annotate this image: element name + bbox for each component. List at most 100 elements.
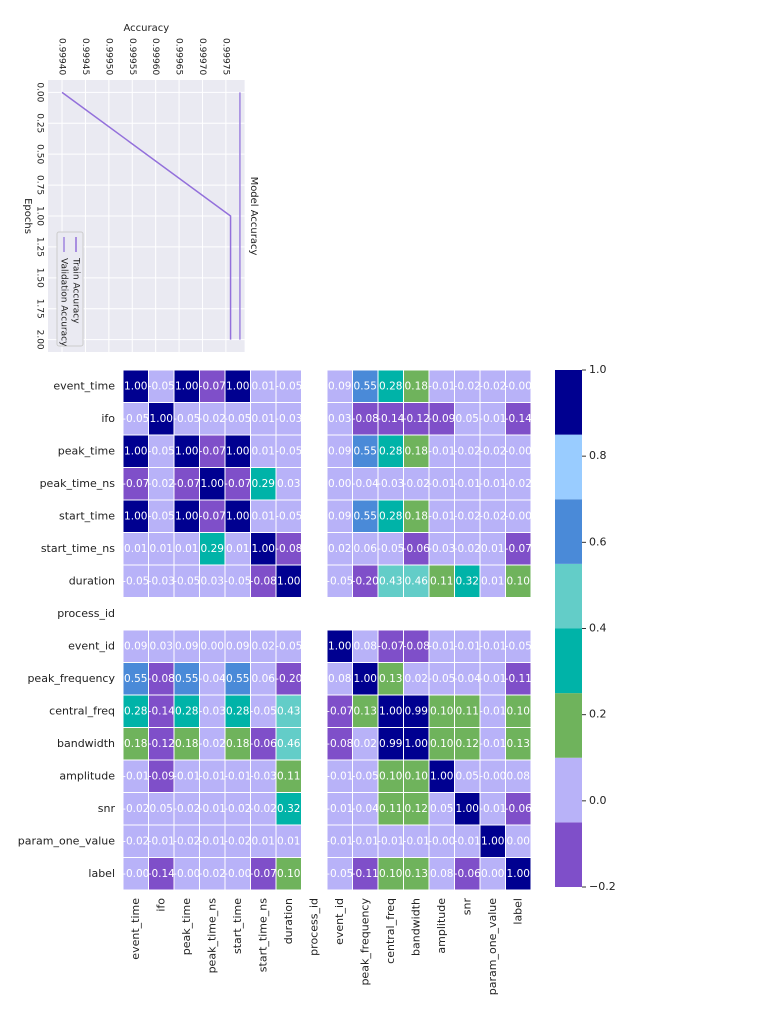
- y-tick-label: 0.00: [35, 82, 45, 102]
- heatmap-cell: [377, 629, 404, 663]
- cell-label: 0.01: [252, 413, 275, 425]
- heatmap-cell: [173, 402, 200, 436]
- heatmap-cell: [148, 434, 175, 468]
- heatmap-cell: [428, 467, 455, 501]
- heatmap-cell: [224, 369, 251, 403]
- cell-label: -0.01: [403, 835, 430, 847]
- cell-label: 0.00: [507, 835, 530, 847]
- row-label: peak_time: [58, 444, 115, 457]
- cell-label: -0.07: [199, 510, 226, 522]
- cell-label: 1.00: [328, 640, 351, 652]
- cell-label: 0.12: [405, 803, 428, 815]
- cell-label: 0.05: [456, 770, 479, 782]
- cell-label: -0.01: [428, 640, 455, 652]
- cell-label: 0.28: [226, 705, 249, 717]
- cell-label: -0.09: [148, 770, 175, 782]
- heatmap-cell: [275, 662, 302, 696]
- cell-label: -0.04: [454, 673, 481, 685]
- heatmap-cell: [403, 499, 430, 533]
- cell-label: -0.01: [224, 770, 251, 782]
- heatmap-cell: [377, 564, 404, 598]
- cell-label: -0.05: [173, 575, 200, 587]
- cell-label: -0.07: [199, 445, 226, 457]
- cell-label: 0.10: [405, 770, 428, 782]
- heatmap-cell: [326, 759, 353, 793]
- heatmap-cell: [505, 727, 532, 761]
- cell-label: -0.01: [148, 835, 175, 847]
- heatmap-cell: [326, 694, 353, 728]
- cell-label: 0.13: [507, 738, 530, 750]
- heatmap-cell: [173, 369, 200, 403]
- row-label: central_freq: [49, 704, 115, 717]
- heatmap-cell: [479, 564, 506, 598]
- cell-label: -0.02: [224, 835, 251, 847]
- row-label: bandwidth: [57, 737, 115, 750]
- heatmap-cell: [148, 662, 175, 696]
- cell-label: 0.99: [405, 705, 428, 717]
- cell-label: -0.05: [326, 868, 353, 880]
- heatmap-cell: [403, 467, 430, 501]
- heatmap-cell: [122, 499, 149, 533]
- cell-label: -0.07: [122, 478, 149, 490]
- cell-label: -0.00: [505, 445, 532, 457]
- y-tick-label: 1.75: [35, 299, 45, 319]
- heatmap-cell: [224, 499, 251, 533]
- colorbar-tick-label: 0.0: [589, 794, 607, 807]
- cell-label: -0.02: [148, 478, 175, 490]
- cell-label: -0.07: [326, 705, 353, 717]
- cell-label: -0.03: [377, 478, 404, 490]
- cell-label: -0.05: [275, 510, 302, 522]
- cell-label: -0.02: [403, 478, 430, 490]
- heatmap-cell: [148, 499, 175, 533]
- cell-label: 0.01: [226, 543, 249, 555]
- heatmap-cell: [479, 759, 506, 793]
- y-tick-label: 0.25: [34, 113, 44, 133]
- heatmap-cell: [403, 727, 430, 761]
- colorbar-segment: [555, 563, 582, 629]
- cell-label: 0.06: [354, 543, 378, 555]
- heatmap-cell: [505, 564, 532, 598]
- heatmap-cell: [199, 662, 226, 696]
- x-tick-label: 0.99960: [150, 38, 160, 75]
- heatmap-cell: [479, 532, 506, 566]
- cell-label: -0.01: [479, 738, 506, 750]
- column-label: peak_frequency: [358, 898, 371, 986]
- heatmap-cell: [403, 402, 430, 436]
- heatmap-cell: [428, 662, 455, 696]
- row-label: event_id: [68, 639, 115, 652]
- heatmap-cell: [352, 369, 379, 403]
- cell-label: 0.13: [379, 673, 402, 685]
- cell-label: 0.09: [124, 640, 147, 652]
- heatmap-cell: [454, 727, 481, 761]
- cell-label: 0.01: [150, 543, 173, 555]
- cell-label: 0.11: [277, 770, 300, 782]
- row-label: param_one_value: [18, 834, 115, 847]
- cell-label: -0.05: [428, 673, 455, 685]
- heatmap-cell: [428, 694, 455, 728]
- cell-label: -0.05: [275, 640, 302, 652]
- cell-label: -0.02: [479, 445, 506, 457]
- x-tick-label: 0.99955: [127, 38, 137, 75]
- colorbar-tick-label: 0.6: [589, 535, 607, 548]
- heatmap-cell: [428, 564, 455, 598]
- cell-label: 0.28: [379, 380, 402, 392]
- heatmap-cell: [250, 857, 277, 891]
- row-label: peak_frequency: [27, 672, 115, 685]
- cell-label: 0.08: [328, 673, 351, 685]
- heatmap-cell: [199, 694, 226, 728]
- cell-label: -0.07: [173, 478, 200, 490]
- cell-label: -0.01: [428, 510, 455, 522]
- column-label: event_id: [333, 898, 346, 945]
- heatmap-cell: [148, 759, 175, 793]
- heatmap-cell: [505, 467, 532, 501]
- heatmap-cell: [122, 467, 149, 501]
- column-label: bandwidth: [409, 898, 422, 956]
- cell-label: 1.00: [226, 380, 249, 392]
- row-label: snr: [98, 802, 116, 815]
- cell-label: -0.07: [224, 478, 251, 490]
- cell-label: -0.05: [148, 445, 175, 457]
- heatmap-cell: [173, 857, 200, 891]
- colorbar-segment: [555, 757, 582, 823]
- cell-label: 0.02: [354, 738, 377, 750]
- colorbar-tick-label: −0.2: [589, 880, 616, 893]
